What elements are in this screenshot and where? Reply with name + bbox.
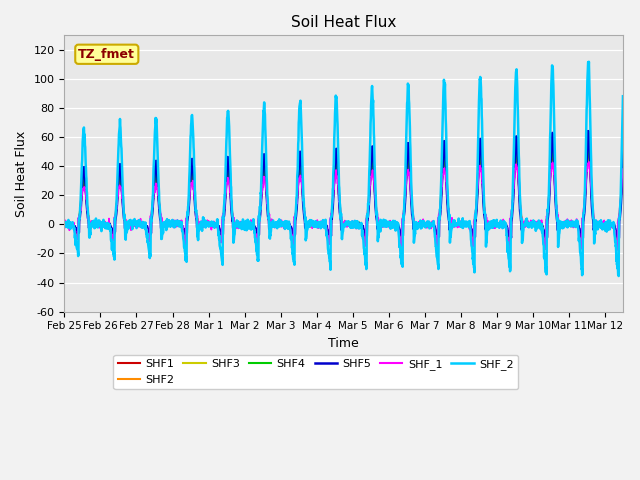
- Line: SHF_2: SHF_2: [65, 62, 623, 276]
- SHF2: [61, 223, 68, 229]
- Line: SHF4: SHF4: [65, 149, 623, 240]
- SHF3: [542, 237, 550, 242]
- SHF3: [428, 221, 435, 227]
- SHF_2: [428, 222, 435, 228]
- SHF_2: [61, 220, 68, 226]
- SHF3: [61, 222, 68, 228]
- SHF1: [61, 221, 68, 227]
- SHF1: [347, 222, 355, 228]
- SHF5: [533, 221, 541, 227]
- SHF5: [615, 236, 623, 242]
- SHF5: [619, 147, 627, 153]
- SHF_2: [619, 93, 627, 99]
- SHF_1: [61, 219, 68, 225]
- SHF3: [600, 222, 608, 228]
- Legend: SHF1, SHF2, SHF3, SHF4, SHF5, SHF_1, SHF_2: SHF1, SHF2, SHF3, SHF4, SHF5, SHF_1, SHF…: [113, 355, 518, 389]
- SHF_1: [619, 166, 627, 172]
- SHF_1: [93, 220, 101, 226]
- SHF3: [533, 223, 541, 228]
- SHF3: [584, 136, 592, 142]
- SHF2: [93, 221, 101, 227]
- SHF3: [93, 221, 101, 227]
- SHF_1: [534, 222, 541, 228]
- SHF_2: [410, 237, 418, 243]
- SHF4: [614, 237, 622, 243]
- SHF4: [61, 221, 68, 227]
- SHF4: [600, 220, 607, 226]
- SHF1: [578, 238, 586, 243]
- SHF2: [600, 222, 607, 228]
- SHF4: [410, 226, 418, 231]
- SHF_1: [428, 221, 435, 227]
- SHF1: [410, 226, 418, 232]
- X-axis label: Time: Time: [328, 337, 359, 350]
- Line: SHF3: SHF3: [65, 139, 623, 240]
- SHF1: [585, 150, 593, 156]
- SHF2: [347, 222, 355, 228]
- SHF5: [347, 221, 355, 227]
- SHF_1: [600, 221, 608, 227]
- Line: SHF1: SHF1: [65, 153, 623, 240]
- SHF_2: [615, 273, 623, 279]
- SHF1: [93, 221, 101, 227]
- SHF2: [410, 227, 418, 232]
- SHF5: [428, 222, 435, 228]
- Text: TZ_fmet: TZ_fmet: [78, 48, 135, 61]
- SHF_2: [347, 221, 355, 227]
- SHF2: [619, 154, 627, 160]
- SHF_1: [347, 223, 355, 229]
- SHF4: [533, 222, 541, 228]
- SHF3: [410, 217, 418, 223]
- SHF5: [61, 222, 68, 228]
- SHF_2: [533, 221, 541, 227]
- SHF1: [600, 222, 608, 228]
- SHF4: [584, 146, 592, 152]
- SHF1: [533, 222, 541, 228]
- SHF_1: [506, 248, 513, 254]
- SHF3: [619, 149, 627, 155]
- SHF5: [600, 221, 607, 227]
- SHF5: [93, 221, 101, 227]
- SHF_1: [586, 159, 593, 165]
- SHF5: [584, 128, 592, 134]
- SHF5: [410, 226, 418, 232]
- Title: Soil Heat Flux: Soil Heat Flux: [291, 15, 396, 30]
- Line: SHF5: SHF5: [65, 131, 623, 239]
- SHF_2: [585, 59, 593, 65]
- SHF_2: [93, 222, 101, 228]
- SHF2: [584, 143, 592, 148]
- SHF2: [428, 221, 435, 227]
- SHF3: [347, 221, 355, 227]
- SHF4: [428, 221, 435, 227]
- SHF2: [614, 241, 622, 247]
- SHF4: [347, 222, 355, 228]
- SHF4: [619, 159, 627, 165]
- SHF4: [93, 222, 101, 228]
- SHF_1: [410, 217, 418, 223]
- SHF2: [533, 222, 541, 228]
- Y-axis label: Soil Heat Flux: Soil Heat Flux: [15, 131, 28, 216]
- SHF_2: [600, 222, 607, 228]
- Line: SHF2: SHF2: [65, 145, 623, 244]
- SHF1: [428, 221, 435, 227]
- SHF1: [619, 160, 627, 166]
- Line: SHF_1: SHF_1: [65, 162, 623, 251]
